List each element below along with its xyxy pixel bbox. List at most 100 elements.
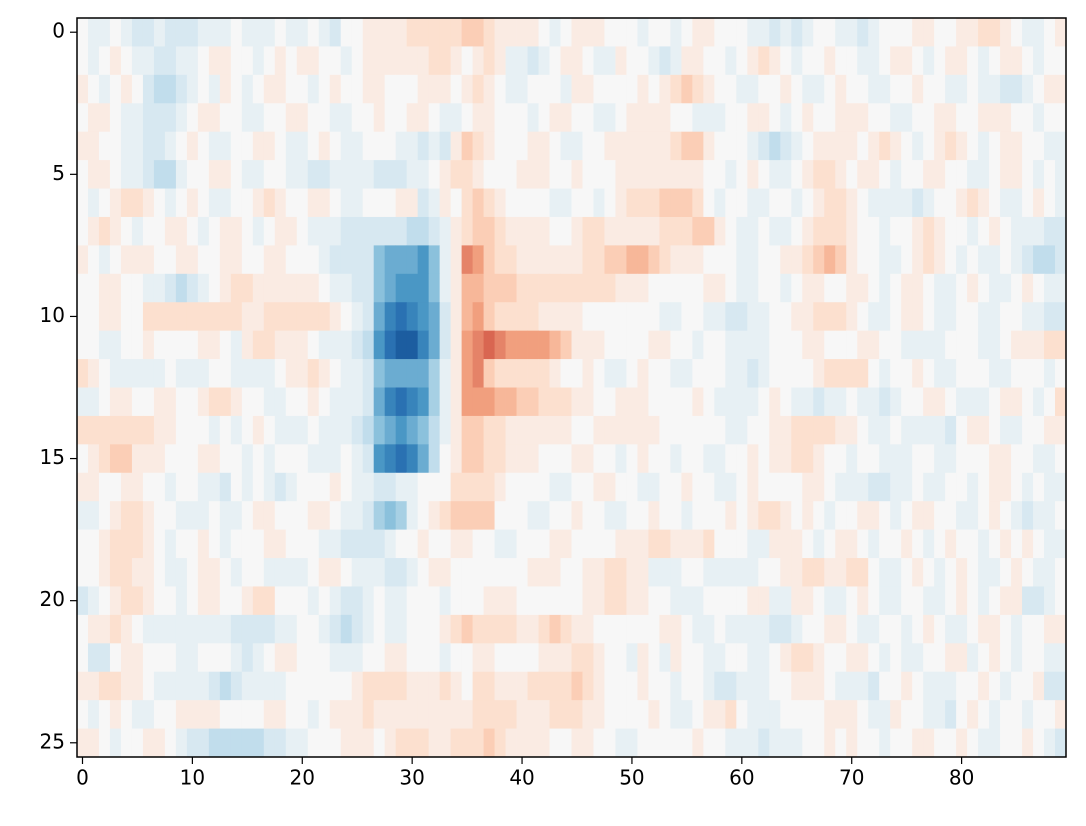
heatmap-cell bbox=[120, 558, 133, 587]
heatmap-cell bbox=[109, 586, 122, 616]
heatmap-cell bbox=[769, 103, 781, 133]
heatmap-cell bbox=[593, 245, 605, 275]
heatmap-cell bbox=[813, 330, 825, 360]
heatmap-cell bbox=[604, 501, 616, 531]
heatmap-cell bbox=[615, 188, 627, 218]
heatmap-cell bbox=[879, 671, 891, 701]
heatmap-cell bbox=[395, 728, 408, 758]
heatmap-cell bbox=[516, 586, 528, 616]
heatmap-cell bbox=[274, 558, 287, 587]
heatmap-cell bbox=[725, 671, 737, 701]
heatmap-cell bbox=[670, 614, 682, 644]
heatmap-cell bbox=[857, 302, 869, 332]
heatmap-cell bbox=[252, 330, 265, 360]
heatmap-cell bbox=[175, 643, 188, 673]
heatmap-cell bbox=[1044, 728, 1056, 758]
heatmap-cell bbox=[230, 160, 243, 189]
heatmap-cell bbox=[780, 359, 792, 388]
heatmap-cell bbox=[120, 586, 133, 616]
heatmap-cell bbox=[395, 614, 408, 644]
heatmap-cell bbox=[1044, 273, 1056, 303]
heatmap-cell bbox=[439, 728, 452, 758]
heatmap-cell bbox=[318, 359, 331, 388]
heatmap-cell bbox=[362, 728, 375, 758]
heatmap-cell bbox=[186, 415, 199, 445]
heatmap-cell bbox=[1022, 18, 1034, 47]
heatmap-cell bbox=[1033, 444, 1045, 474]
heatmap-cell bbox=[77, 643, 89, 673]
heatmap-cell bbox=[340, 586, 353, 616]
heatmap-cell bbox=[604, 245, 616, 275]
heatmap-cell bbox=[626, 273, 638, 303]
heatmap-cell bbox=[978, 160, 990, 189]
heatmap-cell bbox=[945, 273, 957, 303]
heatmap-cell bbox=[285, 188, 298, 218]
heatmap-cell bbox=[714, 273, 726, 303]
heatmap-cell bbox=[296, 444, 309, 474]
heatmap-cell bbox=[428, 586, 441, 616]
heatmap-cell bbox=[571, 671, 583, 701]
heatmap-cell bbox=[1000, 330, 1012, 360]
heatmap-cell bbox=[153, 330, 166, 360]
heatmap-cell bbox=[549, 472, 561, 502]
heatmap-cell bbox=[670, 188, 682, 218]
heatmap-cell bbox=[681, 671, 693, 701]
heatmap-cell bbox=[406, 614, 419, 644]
heatmap-cell bbox=[263, 330, 276, 360]
heatmap-cell bbox=[659, 728, 671, 758]
heatmap-cell bbox=[417, 671, 430, 701]
heatmap-cell bbox=[1055, 46, 1067, 76]
heatmap-cell bbox=[538, 643, 550, 673]
heatmap-cell bbox=[824, 160, 836, 189]
heatmap-cell bbox=[736, 614, 748, 644]
heatmap-cell bbox=[758, 415, 770, 445]
heatmap-cell bbox=[901, 728, 913, 758]
heatmap-cell bbox=[989, 558, 1001, 587]
heatmap-cell bbox=[241, 444, 254, 474]
heatmap-cell bbox=[505, 46, 517, 76]
heatmap-cell bbox=[362, 614, 375, 644]
heatmap-cell bbox=[615, 103, 627, 133]
heatmap-cell bbox=[483, 359, 495, 388]
heatmap-cell bbox=[483, 614, 495, 644]
heatmap-cell bbox=[472, 472, 484, 502]
heatmap-cell bbox=[175, 302, 188, 332]
heatmap-cell bbox=[703, 330, 715, 360]
heatmap-cell bbox=[769, 444, 781, 474]
heatmap-cell bbox=[109, 558, 122, 587]
heatmap-cell bbox=[384, 103, 397, 133]
heatmap-cell bbox=[219, 728, 232, 758]
heatmap-cell bbox=[362, 415, 375, 445]
heatmap-cell bbox=[505, 671, 517, 701]
heatmap-cell bbox=[516, 359, 528, 388]
heatmap-cell bbox=[197, 728, 210, 758]
heatmap-cell bbox=[736, 359, 748, 388]
heatmap-cell bbox=[351, 700, 364, 729]
heatmap-cell bbox=[395, 273, 408, 303]
heatmap-cell bbox=[560, 359, 572, 388]
heatmap-cell bbox=[329, 131, 342, 161]
heatmap-cell bbox=[373, 131, 386, 161]
heatmap-cell bbox=[769, 359, 781, 388]
heatmap-cell bbox=[285, 359, 298, 388]
heatmap-cell bbox=[560, 529, 572, 559]
heatmap-cell bbox=[450, 74, 463, 104]
heatmap-cell bbox=[791, 302, 803, 332]
heatmap-cell bbox=[846, 387, 858, 417]
heatmap-cell bbox=[87, 216, 100, 246]
heatmap-cell bbox=[813, 387, 825, 417]
heatmap-cell bbox=[318, 18, 331, 47]
heatmap-cell bbox=[1000, 586, 1012, 616]
heatmap-cell bbox=[120, 273, 133, 303]
heatmap-cell bbox=[802, 700, 814, 729]
heatmap-cell bbox=[868, 160, 880, 189]
heatmap-cell bbox=[406, 529, 419, 559]
heatmap-cell bbox=[373, 586, 386, 616]
heatmap-cell bbox=[1055, 103, 1067, 133]
heatmap-cell bbox=[626, 330, 638, 360]
heatmap-cell bbox=[593, 415, 605, 445]
heatmap-cell bbox=[1055, 643, 1067, 673]
heatmap-cell bbox=[450, 643, 463, 673]
heatmap-cell bbox=[318, 558, 331, 587]
heatmap-cell bbox=[1011, 728, 1023, 758]
